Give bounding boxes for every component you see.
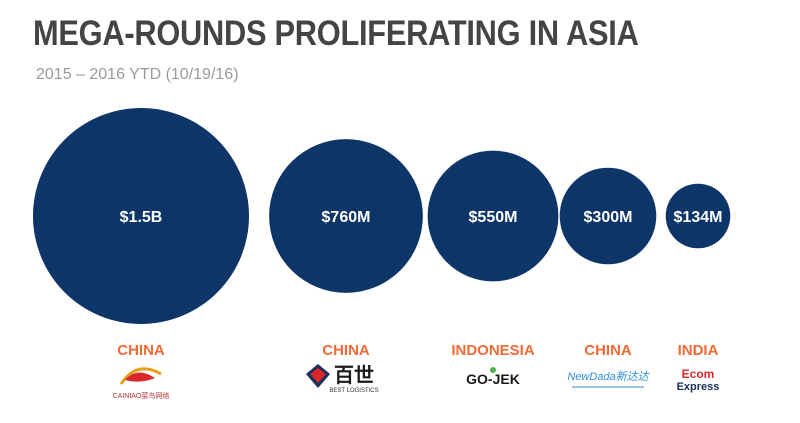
- cainiao-logo-text: CAINIAO菜鸟网络: [113, 391, 170, 400]
- best-logistics-logo-text: 百世: [334, 364, 374, 387]
- country-label: CHINA: [322, 342, 370, 359]
- page-title: MEGA-ROUNDS PROLIFERATING IN ASIA: [33, 14, 639, 53]
- bubble-value-label: $760M: [322, 209, 371, 226]
- page-subtitle: 2015 – 2016 YTD (10/19/16): [36, 66, 239, 83]
- country-label: CHINA: [117, 342, 165, 359]
- gojek-logo: GO-JEK: [466, 367, 520, 387]
- country-label: CHINA: [584, 342, 632, 359]
- newdada-logo: NewDada新达达: [567, 370, 651, 388]
- bubble-value-label: $1.5B: [120, 209, 163, 226]
- best-logistics-logo-subtext: BEST LOGISTICS: [329, 388, 378, 394]
- ecom-express-logo-subtext: Express: [677, 381, 720, 393]
- bubble: [559, 167, 657, 265]
- newdada-logo-text: NewDada新达达: [567, 370, 650, 383]
- ecom-express-logo-text: Ecom: [682, 367, 715, 381]
- bubble: [665, 183, 731, 249]
- country-label: INDONESIA: [451, 342, 535, 359]
- bubble-value-label: $550M: [469, 209, 518, 226]
- bubble: [269, 139, 423, 293]
- bubble: [427, 150, 559, 282]
- bubble: [33, 108, 249, 324]
- country-label: INDIA: [678, 342, 719, 359]
- bubble-value-label: $134M: [674, 209, 723, 226]
- bubble-value-label: $300M: [584, 209, 633, 226]
- gojek-logo-text: GO-JEK: [466, 371, 520, 387]
- cainiao-logo: CAINIAO菜鸟网络: [113, 367, 170, 400]
